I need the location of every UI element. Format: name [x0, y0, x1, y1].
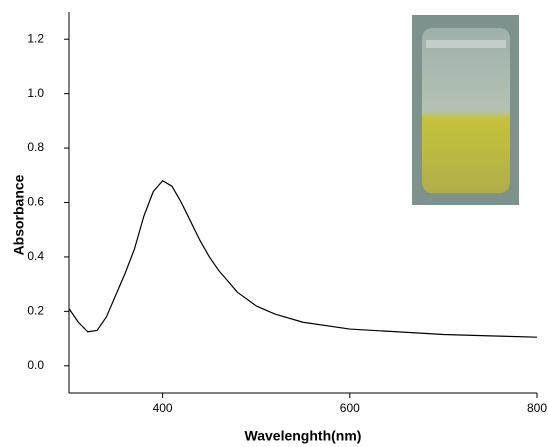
y-tick-label: 0.8	[27, 140, 44, 154]
y-tick-label: 0.2	[27, 304, 44, 318]
x-axis-label: Wavelenghth(nm)	[245, 428, 362, 444]
inset-photo	[412, 15, 519, 205]
vial	[422, 28, 510, 193]
y-tick-label: 1.0	[27, 86, 44, 100]
y-tick-label: 1.2	[27, 31, 44, 45]
y-tick-label: 0.0	[27, 358, 44, 372]
x-tick-label: 600	[340, 401, 360, 415]
y-axis-label: Absorbance	[11, 174, 27, 255]
vial-rim	[426, 40, 506, 48]
x-tick-label: 800	[527, 401, 547, 415]
x-tick-label: 400	[153, 401, 173, 415]
y-tick-label: 0.6	[27, 195, 44, 209]
spectrum-line	[68, 180, 538, 338]
y-tick-label: 0.4	[27, 249, 44, 263]
